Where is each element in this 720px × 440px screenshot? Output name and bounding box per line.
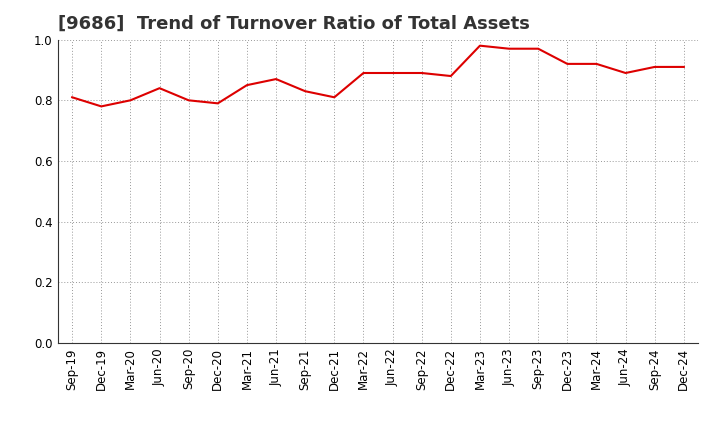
Text: [9686]  Trend of Turnover Ratio of Total Assets: [9686] Trend of Turnover Ratio of Total …	[58, 15, 529, 33]
